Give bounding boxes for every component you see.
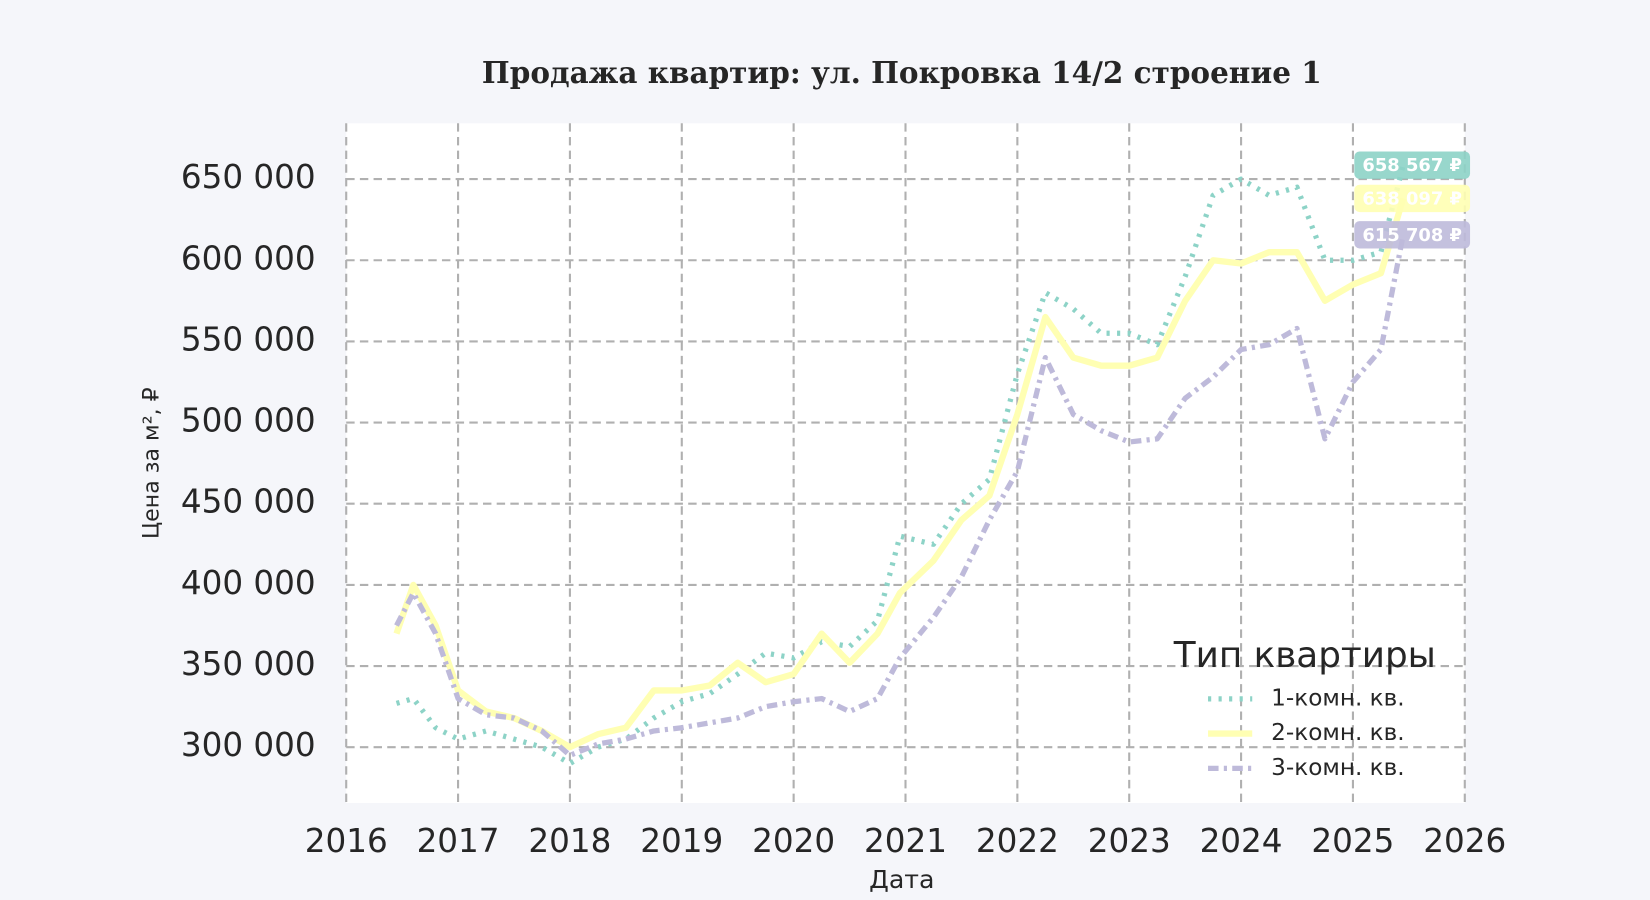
x-tick-label: 2016 (305, 822, 388, 860)
x-tick-label: 2019 (640, 822, 723, 860)
end-label-box (1354, 221, 1471, 249)
y-tick-label: 400 000 (181, 564, 316, 602)
x-tick-label: 2024 (1200, 822, 1283, 860)
legend-label: 3-комн. кв. (1271, 755, 1404, 781)
x-tick-label: 2022 (976, 822, 1059, 860)
y-tick-label: 550 000 (181, 320, 316, 358)
x-tick-label: 2020 (752, 822, 835, 860)
end-label: 615 708 ₽ (1362, 225, 1462, 246)
x-tick-label: 2023 (1088, 822, 1171, 860)
x-tick-label: 2026 (1423, 822, 1506, 860)
y-tick-label: 450 000 (181, 483, 316, 521)
end-label: 658 567 ₽ (1362, 155, 1462, 176)
x-tick-label: 2017 (417, 822, 500, 860)
y-tick-label: 350 000 (181, 645, 316, 683)
y-tick-label: 650 000 (181, 158, 316, 196)
series-line (394, 234, 1406, 759)
chart-title: Продажа квартир: ул. Покровка 14/2 строе… (482, 55, 1322, 90)
y-tick-label: 600 000 (181, 239, 316, 277)
y-tick-label: 500 000 (181, 402, 316, 440)
end-label-box (1354, 184, 1471, 213)
y-tick-label: 300 000 (181, 726, 316, 764)
x-tick-label: 2018 (528, 822, 611, 860)
y-axis-label: Цена за м², ₽ (139, 387, 165, 539)
legend-label: 2-комн. кв. (1271, 720, 1404, 746)
x-tick-label: 2025 (1311, 822, 1394, 860)
end-label: 638 097 ₽ (1362, 188, 1462, 209)
legend-label: 1-комн. кв. (1271, 685, 1404, 711)
x-axis-label: Дата (869, 865, 934, 894)
end-label-box (1354, 151, 1471, 179)
x-tick-label: 2021 (864, 822, 947, 860)
legend-title: Тип квартиры (1173, 635, 1436, 676)
